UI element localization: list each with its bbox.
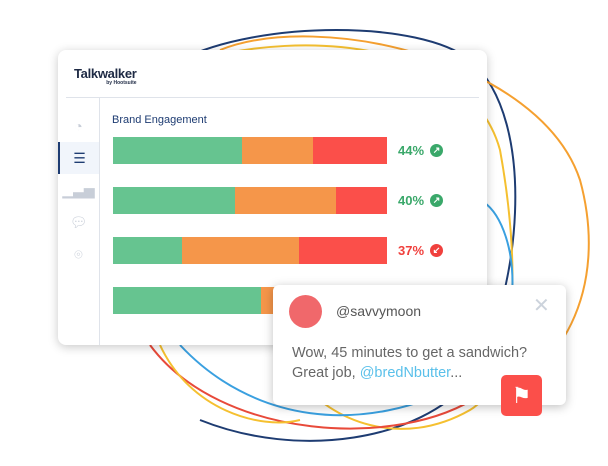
flag-button[interactable]: ⚑	[501, 375, 542, 416]
avatar	[289, 295, 322, 328]
bar-chart-icon[interactable]: ▁▃▅	[62, 181, 95, 198]
negative-segment	[313, 137, 387, 164]
close-icon[interactable]: ✕	[533, 295, 550, 317]
negative-segment	[336, 187, 387, 214]
trend-up-icon: ↗	[430, 144, 444, 157]
positive-segment	[113, 137, 242, 164]
talkwalker-logo: Talkwalker by Hootsuite	[74, 66, 137, 86]
neutral-segment	[234, 187, 337, 214]
trend-up-icon: ↗	[430, 194, 444, 207]
engagement-bar	[113, 237, 387, 264]
search-list-icon[interactable]: ☰	[58, 142, 99, 174]
engagement-percent: 40% ↗	[398, 193, 444, 208]
header-divider	[66, 97, 479, 98]
post-text: Wow, 45 minutes to get a sandwich? Great…	[292, 345, 528, 381]
social-post-card: @savvymoon ✕ Wow, 45 minutes to get a sa…	[273, 285, 566, 416]
neutral-segment	[241, 137, 313, 164]
chat-icon[interactable]: 💬︎	[69, 213, 88, 230]
sidebar: ◔ ☰ ▁▃▅ 💬︎ ⌾	[58, 98, 100, 345]
trend-down-icon: ↙	[430, 244, 444, 257]
positive-segment	[113, 187, 235, 214]
engagement-bar	[113, 137, 387, 164]
mention-link[interactable]: @bredNbutter	[359, 365, 451, 381]
dashboard-icon[interactable]: ◔	[74, 118, 83, 134]
engagement-percent: 44% ↗	[398, 143, 444, 158]
engagement-bar	[113, 187, 387, 214]
post-handle: @savvymoon	[336, 303, 422, 319]
positive-segment	[113, 237, 182, 264]
engagement-percent: 37% ↙	[398, 243, 444, 258]
negative-segment	[299, 237, 387, 264]
chart-title: Brand Engagement	[112, 114, 207, 126]
location-pin-icon[interactable]: ⌾	[74, 245, 83, 262]
positive-segment	[113, 287, 261, 314]
neutral-segment	[181, 237, 300, 264]
flag-icon: ⚑	[511, 382, 532, 408]
